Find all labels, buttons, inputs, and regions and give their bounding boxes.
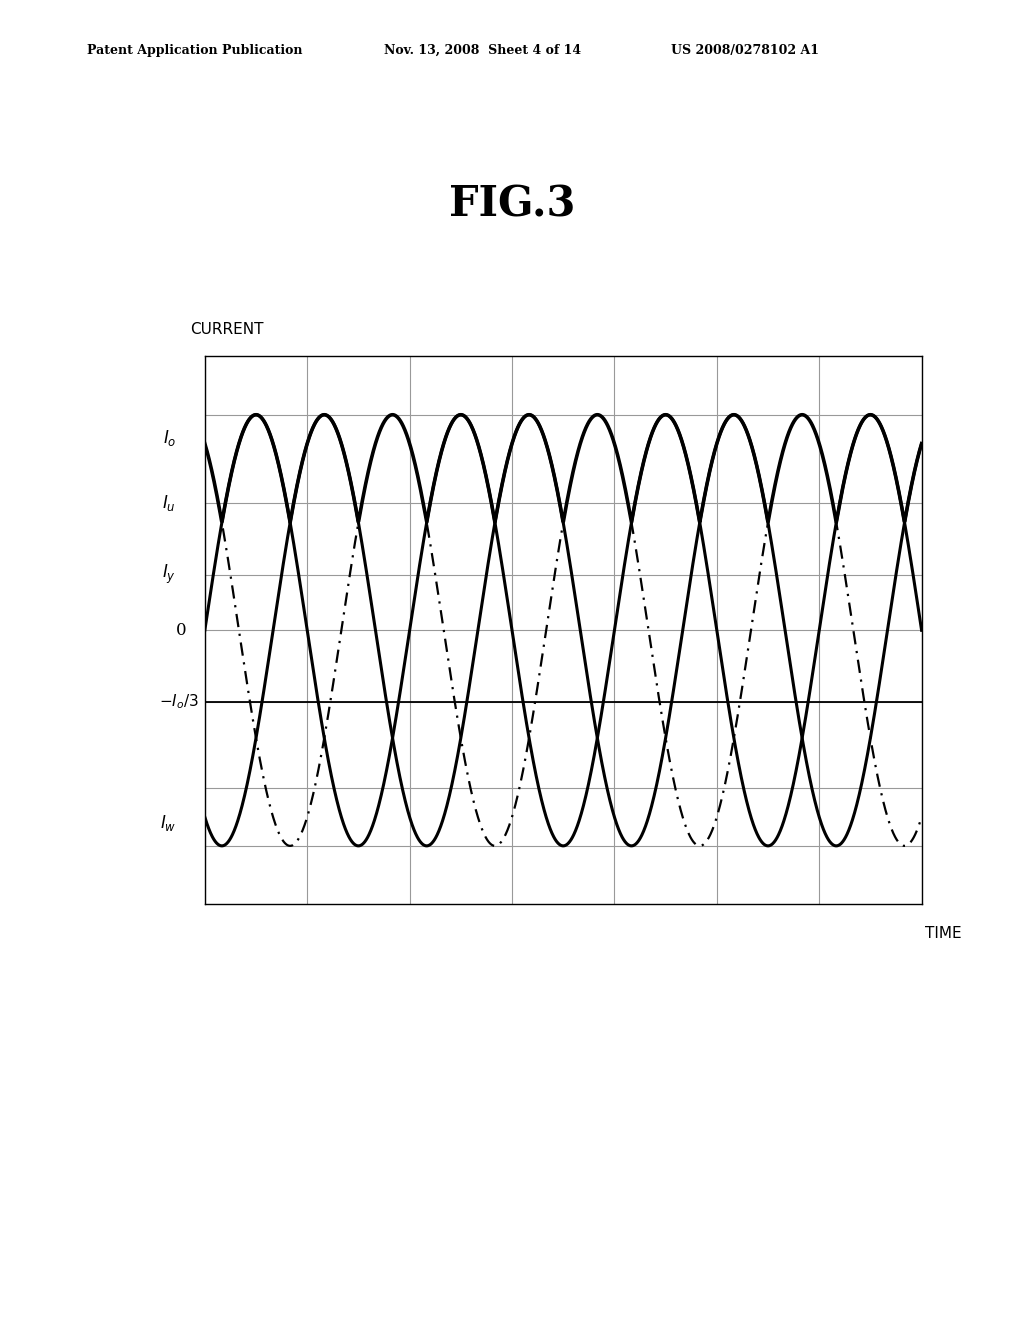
Text: $I_u$: $I_u$ (163, 494, 176, 513)
Text: CURRENT: CURRENT (190, 322, 264, 337)
Text: $I_w$: $I_w$ (160, 813, 176, 833)
Text: $I_o$: $I_o$ (163, 428, 176, 447)
Text: US 2008/0278102 A1: US 2008/0278102 A1 (671, 44, 819, 57)
Text: Nov. 13, 2008  Sheet 4 of 14: Nov. 13, 2008 Sheet 4 of 14 (384, 44, 582, 57)
Text: FIG.3: FIG.3 (449, 183, 575, 226)
Text: $I_y$: $I_y$ (162, 562, 176, 586)
Text: TIME: TIME (926, 927, 962, 941)
Text: 0: 0 (176, 622, 187, 639)
Text: Patent Application Publication: Patent Application Publication (87, 44, 302, 57)
Text: $-I_o/3$: $-I_o/3$ (159, 693, 199, 711)
